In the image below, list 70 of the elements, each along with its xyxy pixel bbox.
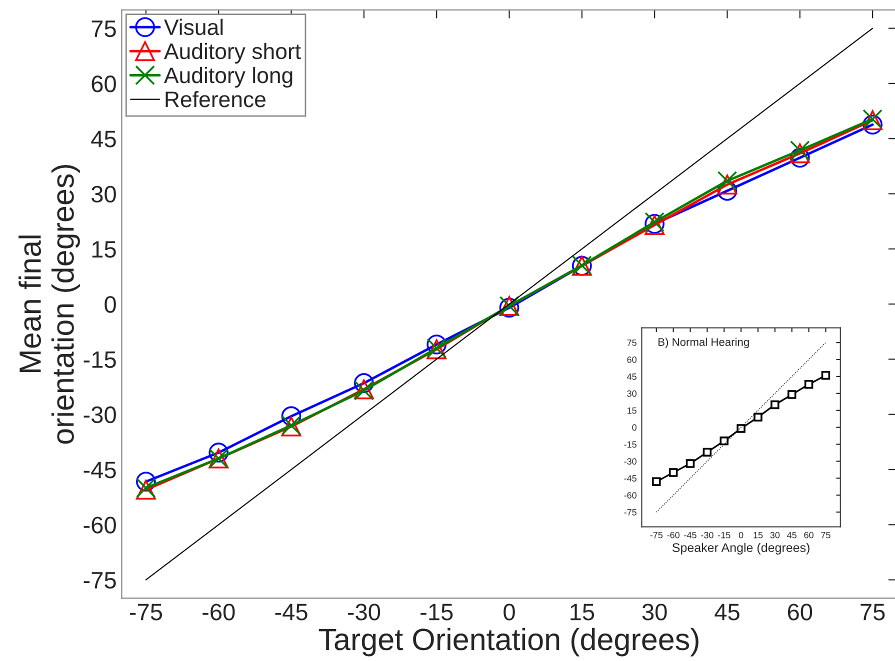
x-tick-label: -75 [130,604,162,620]
x-tick-label: 45 [714,604,740,620]
x-tick-label: 0 [738,532,744,538]
y-tick-label: -15 [624,441,636,448]
y-tick-label: 60 [627,356,636,363]
y-tick-label: 15 [628,407,636,414]
y-tick-label: -45 [84,462,116,478]
x-tick-label: 60 [788,604,812,620]
x-tick-label: -45 [275,604,308,620]
legend-label: Auditory long [164,66,292,88]
point [702,448,712,457]
x-axis-title: Target Orientation (degrees) [318,628,698,656]
y-tick-label: 0 [104,296,116,313]
y-axis-title: Mean final orientation (degrees) [18,164,80,444]
y-tick-label: -15 [84,352,116,368]
point [426,334,447,354]
x-tick-label: -45 [684,532,696,538]
x-tick-label: 15 [570,604,594,620]
y-tick-label: -75 [624,509,636,516]
point [136,472,156,492]
x-tick-label: 0 [504,604,515,620]
y-tick-label: -75 [84,572,116,589]
point [208,442,229,463]
y-tick-label: 15 [92,241,116,258]
point [804,380,814,389]
x-tick-label: 30 [642,604,667,620]
x-tick-label: 30 [770,532,780,538]
legend-label: Visual [164,18,223,36]
point [754,412,762,422]
x-tick-label: -60 [202,604,235,620]
point [770,400,780,410]
y-tick-label: 45 [91,130,116,148]
point [652,477,661,486]
point [668,468,678,477]
annotation: B) Normal Hearing [658,338,749,348]
legend-label: Auditory short [164,42,301,64]
y-tick-label: -60 [624,492,636,499]
x-tick-label: -30 [348,604,380,620]
point [686,459,695,468]
x-tick-label: -60 [667,532,680,538]
point [736,424,746,433]
y-tick-label: 60 [92,76,116,92]
y-tick-label: 30 [92,186,116,203]
x-tick-label: -15 [718,532,730,538]
x-tick-label: 45 [787,532,797,538]
y-tick-label: 0 [632,424,636,431]
point [354,373,374,394]
x-tick-label: 60 [804,532,814,538]
x-tick-label: -30 [701,532,714,538]
x-tick-label: -75 [650,532,663,538]
y-tick-label: -30 [624,458,636,465]
point [821,370,830,380]
x-tick-label: 75 [821,532,830,538]
x-axis-title: Speaker Angle (degrees) [672,542,810,555]
point [717,174,738,194]
y-tick-label: -45 [624,475,636,482]
x-tick-label: -15 [420,604,453,620]
y-tick-label: -30 [84,406,116,424]
y-tick-label: 75 [627,340,636,346]
point [862,114,882,135]
y-tick-label: 30 [627,390,636,397]
y-tick-label: 75 [92,20,116,38]
point [720,436,729,446]
point [790,148,810,168]
legend-label: Reference [166,90,266,108]
point [717,170,738,191]
point [787,390,796,399]
y-tick-label: 45 [627,374,636,380]
x-tick-label: 15 [754,532,763,538]
x-tick-label: 75 [860,604,885,620]
